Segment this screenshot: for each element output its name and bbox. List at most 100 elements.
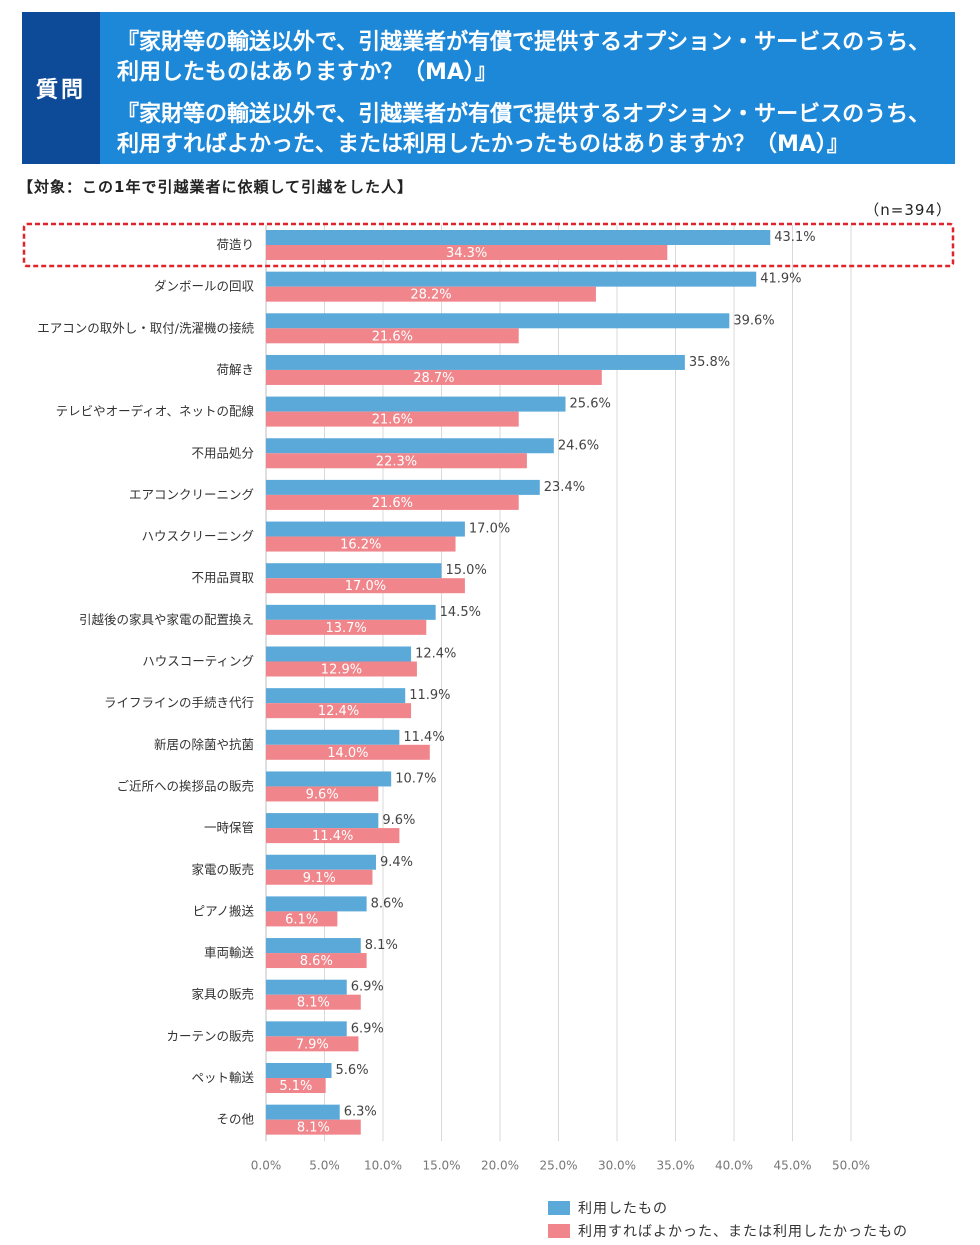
bar-wanted: [266, 286, 596, 302]
value-label-used: 8.6%: [371, 896, 404, 911]
legend-item-wanted: 利用すればよかった、または利用したかったもの: [548, 1221, 908, 1241]
bar-wanted: [266, 578, 465, 594]
x-tick-label: 10.0%: [364, 1158, 402, 1172]
category-label: テレビやオーディオ、ネットの配線: [56, 404, 255, 419]
value-label-wanted: 6.1%: [285, 912, 318, 927]
bar-wanted: [266, 828, 400, 844]
bar-wanted: [266, 703, 412, 719]
value-label-used: 35.8%: [689, 355, 730, 370]
sample-size: （n=394）: [864, 201, 952, 219]
bar-wanted: [266, 619, 427, 635]
bar-wanted: [266, 245, 668, 260]
category-label: 新居の除菌や抗菌: [154, 737, 254, 752]
bar-used: [266, 1021, 347, 1037]
x-tick-label: 0.0%: [251, 1158, 282, 1172]
legend-swatch-wanted: [548, 1224, 570, 1238]
value-label-wanted: 7.9%: [296, 1037, 329, 1052]
bar-wanted: [266, 744, 430, 760]
bar-wanted: [266, 911, 338, 927]
category-label: 車両輸送: [204, 945, 255, 960]
category-label: ライフラインの手続き代行: [104, 695, 254, 710]
legend-label-used: 利用したもの: [578, 1201, 668, 1217]
value-label-used: 6.9%: [351, 980, 384, 995]
bar-used: [266, 896, 367, 912]
bar-used: [266, 230, 771, 245]
value-label-used: 10.7%: [395, 771, 436, 786]
x-tick-label: 35.0%: [656, 1158, 694, 1172]
bar-used: [266, 771, 392, 787]
bar-wanted: [266, 453, 527, 469]
bar-wanted: [266, 994, 361, 1010]
category-label: ペット輸送: [191, 1070, 254, 1085]
category-label: 一時保管: [204, 820, 254, 835]
category-label: 家具の販売: [191, 987, 254, 1002]
x-tick-label: 5.0%: [309, 1158, 340, 1172]
bar-used: [266, 271, 757, 287]
bar-wanted: [266, 494, 519, 510]
value-label-used: 14.5%: [440, 605, 481, 620]
value-label-used: 6.3%: [344, 1105, 377, 1120]
category-label: その他: [216, 1112, 254, 1127]
bar-chart: 荷造り 43.1% 34.3% ダンボールの回収 41.9% 28.2% エアコンの取外し・…: [22, 222, 955, 1172]
category-label: カーテンの販売: [166, 1028, 254, 1043]
category-label: 不用品買取: [191, 570, 254, 585]
value-label-used: 24.6%: [558, 438, 599, 453]
bar-used: [266, 354, 685, 370]
target-audience: 【対象：この1年で引越業者に依頼して引越をした人】: [18, 178, 413, 196]
bar-used: [266, 979, 347, 995]
x-tick-label: 15.0%: [422, 1158, 460, 1172]
value-label-used: 12.4%: [415, 647, 456, 662]
question-2: 『家財等の輸送以外で、引越業者が有償で提供するオプション・サービスのうち、 利用…: [117, 100, 947, 160]
question-1-line2: 利用したものはありますか？（MA）』: [117, 60, 497, 85]
value-label-wanted: 9.6%: [306, 787, 339, 802]
value-label-wanted: 12.4%: [318, 704, 359, 719]
value-label-wanted: 13.7%: [325, 621, 366, 636]
bar-used: [266, 813, 379, 829]
category-label: 荷解き: [216, 362, 254, 377]
legend-label-wanted: 利用すればよかった、または利用したかったもの: [578, 1224, 908, 1240]
bar-wanted: [266, 1078, 326, 1093]
x-tick-label: 50.0%: [832, 1158, 870, 1172]
bar-wanted: [266, 869, 373, 885]
bar-used: [266, 563, 442, 579]
bar-wanted: [266, 661, 417, 677]
value-label-wanted: 17.0%: [345, 579, 386, 594]
value-label-used: 5.6%: [336, 1063, 369, 1078]
value-label-wanted: 34.3%: [446, 246, 487, 261]
bar-used: [266, 938, 361, 954]
value-label-wanted: 21.6%: [372, 496, 413, 511]
x-tick-label: 25.0%: [539, 1158, 577, 1172]
bar-wanted: [266, 369, 602, 385]
bar-used: [266, 1063, 332, 1078]
x-tick-label: 30.0%: [598, 1158, 636, 1172]
value-label-used: 17.0%: [469, 522, 510, 537]
value-label-used: 23.4%: [544, 480, 585, 495]
value-label-used: 39.6%: [733, 313, 774, 328]
value-label-wanted: 21.6%: [372, 413, 413, 428]
category-label: エアコンクリーニング: [129, 487, 254, 502]
value-label-wanted: 28.2%: [410, 288, 451, 303]
highlight-box: [22, 222, 955, 268]
value-label-used: 15.0%: [446, 563, 487, 578]
bar-used: [266, 521, 465, 537]
category-label: ダンボールの回収: [154, 279, 255, 294]
value-label-wanted: 14.0%: [327, 746, 368, 761]
category-label: ハウスコーティング: [142, 654, 254, 669]
bar-wanted: [266, 1119, 361, 1135]
legend-item-used: 利用したもの: [548, 1198, 908, 1218]
category-label: エアコンの取外し・取付/洗濯機の接続: [37, 320, 254, 335]
value-label-wanted: 16.2%: [340, 538, 381, 553]
bar-wanted: [266, 328, 519, 344]
category-label: 不用品処分: [191, 445, 254, 460]
value-label-used: 9.4%: [380, 855, 413, 870]
value-label-wanted: 8.1%: [297, 1121, 330, 1136]
bar-used: [266, 396, 566, 412]
bar-used: [266, 438, 554, 454]
value-label-used: 41.9%: [760, 272, 801, 287]
bar-used: [266, 1104, 340, 1120]
category-label: 家電の販売: [191, 862, 254, 877]
question-1-line1: 『家財等の輸送以外で、引越業者が有償で提供するオプション・サービスのうち、: [117, 30, 931, 55]
value-label-wanted: 12.9%: [321, 663, 362, 678]
bar-used: [266, 854, 376, 870]
value-label-wanted: 22.3%: [376, 454, 417, 469]
